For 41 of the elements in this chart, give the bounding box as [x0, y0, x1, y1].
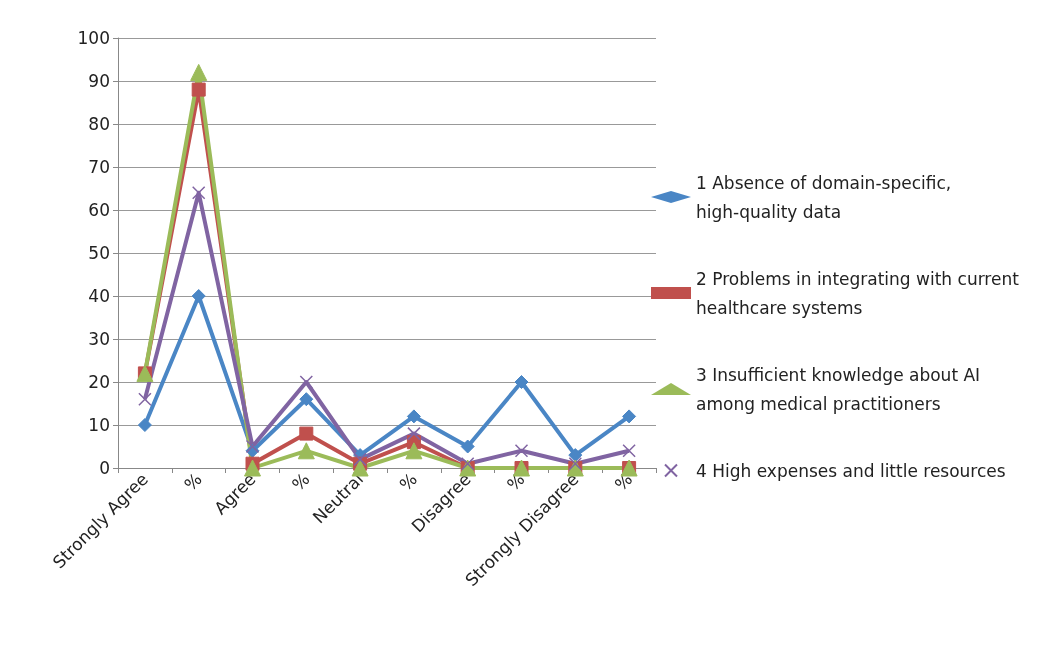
point — [244, 459, 261, 477]
x-tick-label: % — [180, 468, 206, 495]
legend-label: 3 Insufficient knowledge about AI among medical practitioners — [696, 364, 986, 414]
point — [353, 452, 367, 467]
x-tick-label: % — [287, 468, 314, 495]
y-tick-label: 90 — [88, 71, 110, 91]
point — [622, 409, 637, 424]
point — [190, 63, 208, 81]
point — [191, 82, 206, 97]
y-tick-label: 70 — [88, 157, 110, 177]
point — [299, 426, 314, 441]
point — [460, 439, 475, 454]
point — [299, 392, 314, 407]
point — [137, 418, 152, 432]
legend-label: 1 Absence of domain-specific, high-quality data — [696, 172, 957, 222]
legend-label: 4 High expenses and little resources — [696, 460, 1006, 481]
point — [138, 392, 152, 406]
point — [191, 289, 206, 303]
point — [191, 186, 206, 200]
point — [568, 456, 583, 471]
point — [297, 442, 315, 460]
point — [514, 444, 529, 458]
point — [514, 375, 529, 389]
point — [568, 448, 583, 463]
point — [407, 426, 421, 441]
y-tick-label: 60 — [88, 200, 110, 220]
point — [460, 456, 475, 471]
point — [245, 439, 260, 454]
y-tick-label: 20 — [88, 372, 110, 392]
point — [406, 409, 421, 424]
y-tick-label: 30 — [88, 329, 110, 349]
y-tick-label: 10 — [88, 415, 110, 435]
y-tick-label: 40 — [88, 286, 110, 306]
y-tick-label: 100 — [77, 28, 110, 48]
y-tick-label: 80 — [88, 114, 110, 134]
x-tick-label: % — [610, 468, 637, 495]
point — [405, 442, 423, 460]
y-tick-label: 50 — [88, 243, 110, 263]
point — [622, 444, 636, 458]
y-tick-label: 0 — [99, 458, 110, 478]
legend-label: 2 Problems in integrating with current healthcare systems — [696, 268, 1025, 318]
